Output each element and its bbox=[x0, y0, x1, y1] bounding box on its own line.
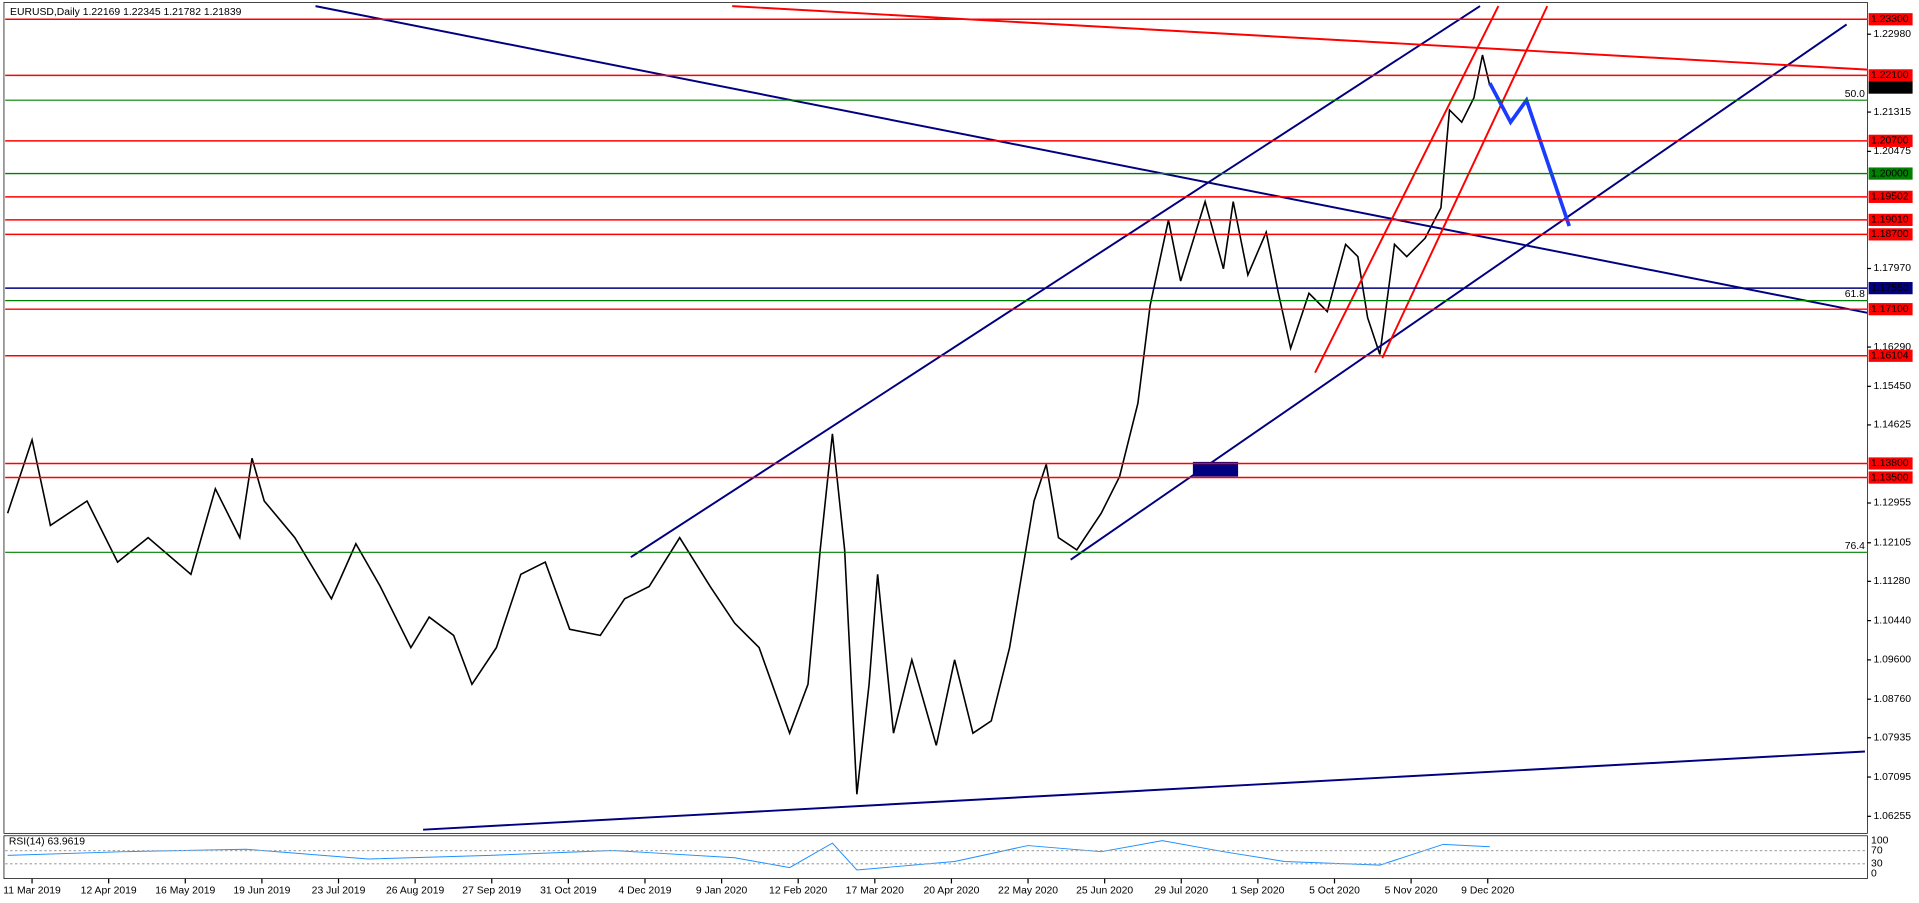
level-label: 1.20000 bbox=[1871, 168, 1909, 179]
price-tick-label: 1.21315 bbox=[1873, 107, 1911, 118]
level-box bbox=[1868, 81, 1913, 94]
price-tick-label: 1.06255 bbox=[1873, 811, 1911, 822]
date-label: 12 Apr 2019 bbox=[81, 886, 137, 897]
level-label: 1.19010 bbox=[1871, 215, 1909, 226]
price-tick-label: 1.14625 bbox=[1873, 420, 1911, 431]
rsi-tick-label: 0 bbox=[1871, 868, 1877, 879]
date-label: 16 May 2019 bbox=[155, 886, 215, 897]
rsi-tick-label: 30 bbox=[1871, 859, 1883, 870]
price-tick-label: 1.22980 bbox=[1873, 29, 1911, 40]
level-box bbox=[1868, 13, 1913, 26]
price-panel bbox=[3, 2, 1868, 834]
date-label: 19 Jun 2019 bbox=[233, 886, 290, 897]
date-label: 11 Mar 2019 bbox=[3, 886, 61, 897]
level-label: 1.18700 bbox=[1871, 229, 1909, 240]
price-tick-label: 1.16290 bbox=[1873, 342, 1911, 353]
price-tick-label: 1.07935 bbox=[1873, 732, 1911, 743]
price-tick-label: 1.12105 bbox=[1873, 537, 1911, 548]
date-label: 12 Feb 2020 bbox=[769, 886, 827, 897]
level-box bbox=[1868, 190, 1913, 203]
forecast-arrow bbox=[1488, 82, 1571, 227]
date-label: 25 Jun 2020 bbox=[1076, 886, 1133, 897]
level-box bbox=[1868, 69, 1913, 82]
date-label: 31 Oct 2019 bbox=[540, 886, 597, 897]
price-tick-label: 1.08760 bbox=[1873, 694, 1911, 705]
price-tick-label: 1.09600 bbox=[1873, 655, 1911, 666]
rsi-tick-label: 70 bbox=[1871, 845, 1883, 856]
level-box bbox=[1868, 167, 1913, 180]
level-box bbox=[1868, 134, 1913, 147]
fib-label: 61.8 bbox=[1845, 289, 1865, 300]
fib-label: 50.0 bbox=[1845, 89, 1865, 100]
date-label: 22 May 2020 bbox=[998, 886, 1058, 897]
date-label: 1 Sep 2020 bbox=[1231, 886, 1284, 897]
date-label: 5 Oct 2020 bbox=[1309, 886, 1360, 897]
date-label: 17 Mar 2020 bbox=[846, 886, 904, 897]
price-tick-label: 1.12955 bbox=[1873, 498, 1911, 509]
level-box bbox=[1868, 471, 1913, 484]
price-tick-label: 1.17970 bbox=[1873, 263, 1911, 274]
level-box bbox=[1868, 282, 1913, 295]
level-label: 1.20700 bbox=[1871, 136, 1909, 147]
level-label: 1.13500 bbox=[1871, 472, 1909, 483]
rsi-label: RSI(14) 63.9619 bbox=[9, 837, 85, 848]
level-label: 1.16104 bbox=[1871, 350, 1909, 361]
date-label: 26 Aug 2019 bbox=[386, 886, 445, 897]
level-label: 1.19502 bbox=[1871, 192, 1909, 203]
rsi-curve bbox=[7, 840, 1490, 871]
rsi-panel bbox=[3, 835, 1868, 879]
level-box bbox=[1868, 213, 1913, 226]
date-label: 4 Dec 2019 bbox=[618, 886, 671, 897]
price-tick-label: 1.15450 bbox=[1873, 381, 1911, 392]
level-box bbox=[1868, 228, 1913, 241]
date-label: 27 Sep 2019 bbox=[462, 886, 521, 897]
level-box bbox=[1868, 457, 1913, 470]
symbol-header: EURUSD,Daily 1.22169 1.22345 1.21782 1.2… bbox=[10, 7, 242, 18]
price-tick-label: 1.10440 bbox=[1873, 615, 1911, 626]
level-label: 1.13800 bbox=[1871, 458, 1909, 469]
fib-label: 76.4 bbox=[1845, 541, 1865, 552]
rsi-tick-label: 100 bbox=[1871, 835, 1889, 846]
level-label: 1.17100 bbox=[1871, 304, 1909, 315]
price-tick-label: 1.20475 bbox=[1873, 146, 1911, 157]
level-label: 1.23300 bbox=[1871, 14, 1909, 25]
level-box bbox=[1868, 349, 1913, 362]
date-label: 29 Jul 2020 bbox=[1154, 886, 1208, 897]
date-label: 20 Apr 2020 bbox=[923, 886, 979, 897]
price-tick-label: 1.11280 bbox=[1873, 576, 1910, 587]
level-label: 1.21839 bbox=[1871, 82, 1909, 93]
date-label: 9 Dec 2020 bbox=[1461, 886, 1514, 897]
level-box bbox=[1868, 303, 1913, 316]
zone-box bbox=[1192, 461, 1239, 477]
price-tick-label: 1.07095 bbox=[1873, 772, 1911, 783]
level-label: 1.17550 bbox=[1871, 283, 1909, 294]
date-label: 9 Jan 2020 bbox=[696, 886, 748, 897]
level-label: 1.22100 bbox=[1871, 70, 1909, 81]
date-label: 5 Nov 2020 bbox=[1385, 886, 1438, 897]
date-label: 23 Jul 2019 bbox=[312, 886, 366, 897]
red-channel bbox=[732, 5, 1868, 374]
